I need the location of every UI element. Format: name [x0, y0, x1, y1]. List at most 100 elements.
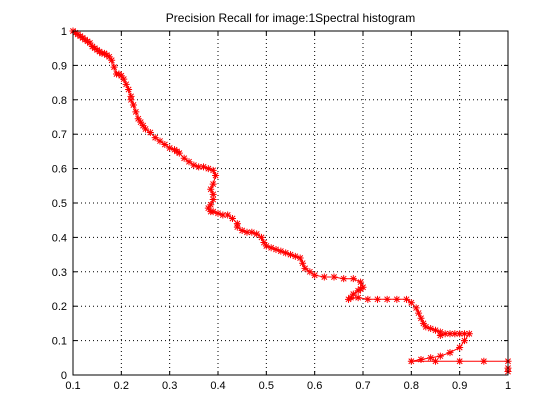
y-tick-label: 0.5 [52, 198, 67, 210]
data-point-star [125, 85, 133, 93]
data-point-star [456, 343, 464, 351]
data-point-star [166, 144, 174, 152]
data-point-star [446, 330, 454, 338]
data-point-star [258, 233, 265, 241]
data-point-star [209, 190, 217, 198]
data-point-star [282, 249, 290, 257]
x-tick-label: 0.5 [259, 380, 274, 392]
data-point-star [461, 330, 468, 338]
data-point-star [248, 228, 256, 236]
data-point-star [419, 319, 427, 327]
data-point-star [132, 108, 140, 116]
data-point-star [407, 299, 415, 307]
x-tick-label: 0.2 [114, 380, 129, 392]
data-point-star [374, 295, 381, 303]
data-point-star [180, 154, 188, 162]
data-point-star [209, 180, 217, 188]
data-point-star [185, 158, 193, 166]
data-point-star [195, 163, 203, 171]
data-point-star [200, 163, 207, 171]
x-tick-label: 1 [505, 380, 511, 392]
data-point-star [432, 357, 439, 365]
data-point-star [151, 134, 159, 142]
data-point-star [340, 275, 348, 283]
data-point-star [480, 357, 488, 365]
x-tick-label: 0.8 [404, 380, 419, 392]
data-point-star [403, 295, 410, 303]
data-point-star [86, 39, 94, 47]
x-tick-label: 0.1 [65, 380, 80, 392]
data-point-star [209, 196, 217, 204]
data-point-star [120, 75, 128, 83]
data-point-star [146, 128, 154, 136]
data-point-star [127, 96, 135, 104]
data-point-star [212, 171, 220, 179]
chart-title: Precision Recall for image:1Spectral his… [166, 11, 415, 25]
y-tick-label: 0.3 [52, 267, 67, 279]
data-point-star [156, 137, 164, 145]
data-point-star [465, 330, 473, 338]
data-point-star [320, 273, 328, 281]
data-point-star [441, 330, 449, 338]
data-point-star [190, 161, 198, 169]
data-point-star [456, 357, 464, 365]
data-point-star [407, 357, 415, 365]
data-point-star [207, 185, 215, 193]
grid-lines [73, 31, 508, 375]
data-point-star [207, 201, 215, 209]
y-tick-label: 0.2 [52, 301, 67, 313]
data-point-star [219, 211, 227, 219]
y-tick-label: 1 [61, 26, 67, 38]
y-tick-label: 0.6 [52, 164, 67, 176]
data-point-star [108, 56, 116, 64]
x-tick-label: 0.9 [452, 380, 467, 392]
data-point-star [142, 125, 149, 133]
data-point-star [204, 204, 212, 212]
x-tick-label: 0.3 [162, 380, 177, 392]
data-point-star [301, 264, 309, 272]
data-point-star [229, 214, 236, 222]
data-point-star [110, 63, 118, 71]
y-tick-label: 0.7 [52, 129, 67, 141]
data-point-star [349, 275, 357, 283]
y-tick-label: 0.8 [52, 95, 67, 107]
data-point-star [139, 122, 147, 130]
y-tick-label: 0 [61, 370, 67, 382]
data-point-star [296, 254, 304, 262]
data-point-star [446, 349, 454, 357]
data-point-star [175, 149, 183, 157]
data-point-star [291, 252, 299, 260]
data-point-star [122, 80, 130, 88]
data-point-star [432, 326, 439, 334]
data-point-star [451, 330, 459, 338]
data-point-star [456, 330, 464, 338]
y-tick-label: 0.4 [52, 232, 67, 244]
data-point-star [412, 304, 420, 312]
data-point-star [311, 271, 319, 279]
x-tick-label: 0.6 [307, 380, 322, 392]
data-point-star [105, 53, 113, 61]
data-point-star [354, 287, 362, 295]
data-point-star [214, 209, 222, 217]
data-point-star [427, 354, 435, 362]
x-tick-label: 0.4 [210, 380, 225, 392]
data-point-star [306, 268, 314, 276]
data-point-star [427, 325, 435, 333]
data-point-star [277, 247, 285, 255]
data-point-star [436, 352, 444, 360]
data-point-star [137, 118, 145, 126]
data-point-star [436, 331, 444, 339]
data-point-star [299, 259, 307, 267]
data-point-star [253, 230, 261, 238]
data-point-star [243, 228, 251, 236]
data-point-star [161, 141, 169, 149]
data-point-star [393, 295, 401, 303]
x-tick-label: 0.7 [355, 380, 370, 392]
data-point-star [287, 251, 294, 259]
data-series-red [69, 27, 512, 376]
data-point-star [117, 72, 125, 80]
data-point-star [134, 115, 142, 123]
data-point-star [129, 101, 137, 109]
data-point-star [209, 208, 217, 216]
